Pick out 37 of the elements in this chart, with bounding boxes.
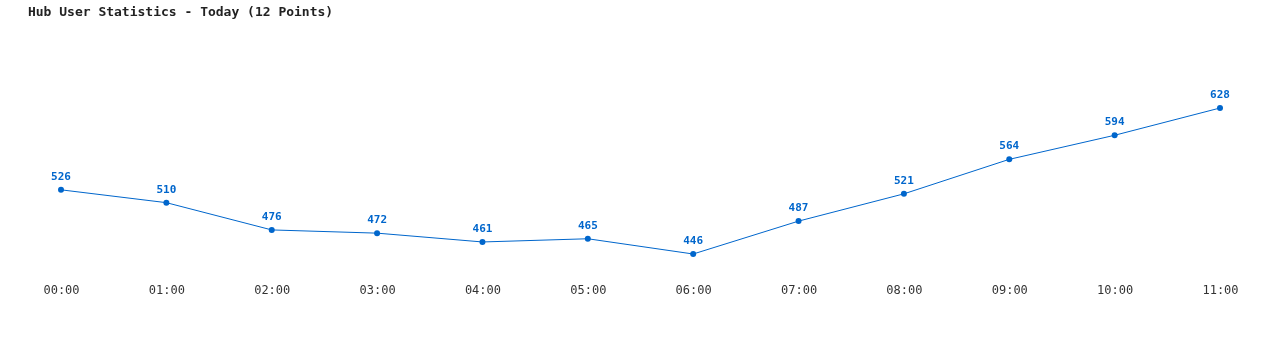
chart-title: Hub User Statistics - Today (12 Points) xyxy=(27,4,334,19)
data-label: 487 xyxy=(788,201,809,215)
data-label: 526 xyxy=(51,169,72,183)
data-label: 476 xyxy=(261,209,283,223)
data-label: 472 xyxy=(367,213,388,227)
point xyxy=(795,218,802,225)
point xyxy=(900,190,907,197)
data-label: 461 xyxy=(472,221,493,235)
point xyxy=(268,226,275,233)
point xyxy=(374,230,381,237)
point xyxy=(479,238,486,245)
data-label: 564 xyxy=(999,139,1020,153)
x-tick-label: 07:00 xyxy=(780,282,818,297)
point xyxy=(690,251,697,257)
point xyxy=(163,199,170,206)
x-tick-label: 06:00 xyxy=(675,282,712,297)
x-tick-label: 03:00 xyxy=(359,282,396,297)
data-label: 510 xyxy=(156,182,177,196)
point xyxy=(1111,132,1118,139)
data-label: 628 xyxy=(1210,88,1230,101)
x-tick-label: 08:00 xyxy=(886,282,923,297)
point xyxy=(1006,156,1013,163)
x-tick-label: 02:00 xyxy=(254,282,291,297)
point xyxy=(584,235,591,242)
data-label: 594 xyxy=(1104,115,1125,129)
x-tick-label: 05:00 xyxy=(570,282,607,297)
x-tick-label: 10:00 xyxy=(1097,282,1134,297)
point xyxy=(58,186,64,193)
x-tick-label: 00:00 xyxy=(43,282,80,297)
data-label: 465 xyxy=(577,218,598,232)
data-label: 521 xyxy=(893,173,915,187)
x-tick-label: 09:00 xyxy=(991,282,1028,297)
x-tick-label: 11:00 xyxy=(1202,282,1239,297)
x-tick-label: 01:00 xyxy=(148,282,185,297)
data-label: 446 xyxy=(683,234,704,247)
x-tick-label: 04:00 xyxy=(464,282,502,297)
point xyxy=(1217,105,1223,111)
